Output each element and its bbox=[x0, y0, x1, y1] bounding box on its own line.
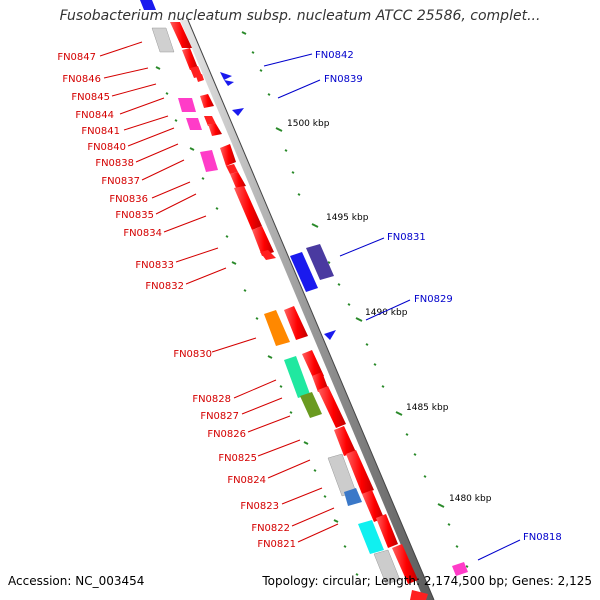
gene-block[interactable] bbox=[300, 392, 322, 418]
right-scale-track bbox=[241, 31, 469, 568]
scale-labels: 1500 kbp 1495 kbp 1490 kbp 1485 kbp 1480… bbox=[287, 119, 492, 504]
gene-label[interactable]: FN0831 bbox=[387, 232, 426, 243]
gene-block[interactable] bbox=[200, 150, 218, 172]
scale-label: 1490 kbp bbox=[365, 308, 408, 318]
gene-label[interactable]: FN0836 bbox=[109, 194, 148, 205]
gene-block[interactable] bbox=[358, 520, 384, 554]
gene-label[interactable]: FN0818 bbox=[523, 532, 562, 543]
map-title: Fusobacterium nucleatum subsp. nucleatum… bbox=[59, 8, 541, 24]
gene-block[interactable] bbox=[306, 244, 334, 280]
gene-block[interactable] bbox=[224, 80, 234, 86]
gene-label[interactable]: FN0825 bbox=[218, 453, 257, 464]
gene-label[interactable]: FN0828 bbox=[192, 394, 231, 405]
gene-block[interactable] bbox=[230, 172, 246, 188]
left-tick-track bbox=[155, 66, 359, 576]
gene-label[interactable]: FN0842 bbox=[315, 50, 354, 61]
right-label-connectors bbox=[263, 53, 521, 561]
gene-label[interactable]: FN0821 bbox=[257, 539, 296, 550]
gene-block[interactable] bbox=[284, 306, 308, 340]
gene-label[interactable]: FN0837 bbox=[101, 176, 140, 187]
gene-block[interactable] bbox=[252, 226, 274, 256]
gene-block[interactable] bbox=[302, 350, 324, 380]
gene-block[interactable] bbox=[290, 252, 318, 292]
scale-label: 1495 kbp bbox=[326, 213, 369, 223]
gene-label[interactable]: FN0824 bbox=[227, 475, 266, 486]
gene-block[interactable] bbox=[204, 116, 216, 126]
gene-label[interactable]: FN0829 bbox=[414, 294, 453, 305]
gene-label[interactable]: FN0844 bbox=[75, 110, 114, 121]
gene-block[interactable] bbox=[452, 562, 468, 576]
forward-strand-genes bbox=[140, 0, 468, 576]
gene-block[interactable] bbox=[410, 590, 428, 600]
accession-label: Accession: NC_003454 bbox=[8, 574, 145, 588]
gene-block[interactable] bbox=[226, 164, 238, 174]
gene-block[interactable] bbox=[346, 450, 374, 494]
gene-label[interactable]: FN0846 bbox=[62, 74, 101, 85]
gene-block[interactable] bbox=[362, 490, 384, 522]
scale-label: 1500 kbp bbox=[287, 119, 330, 129]
gene-block[interactable] bbox=[318, 386, 346, 428]
gene-block[interactable] bbox=[260, 250, 276, 260]
scale-label: 1480 kbp bbox=[449, 494, 492, 504]
gene-block[interactable] bbox=[151, 27, 175, 53]
gene-block[interactable] bbox=[232, 108, 244, 116]
gene-block[interactable] bbox=[186, 118, 202, 130]
gene-label[interactable]: FN0823 bbox=[240, 501, 279, 512]
gene-block[interactable] bbox=[312, 372, 328, 392]
reverse-strand-genes bbox=[151, 22, 428, 600]
gene-label[interactable]: FN0847 bbox=[57, 52, 96, 63]
gene-label[interactable]: FN0841 bbox=[81, 126, 120, 137]
gene-block[interactable] bbox=[373, 549, 401, 585]
gene-label[interactable]: FN0838 bbox=[95, 158, 134, 169]
left-label-connectors bbox=[99, 41, 339, 543]
gene-block[interactable] bbox=[376, 514, 398, 548]
gene-label[interactable]: FN0835 bbox=[115, 210, 154, 221]
gene-block[interactable] bbox=[140, 0, 156, 10]
gene-block[interactable] bbox=[234, 186, 262, 230]
gene-block[interactable] bbox=[220, 72, 232, 80]
gene-block[interactable] bbox=[344, 488, 362, 506]
gene-block[interactable] bbox=[392, 544, 418, 584]
gene-label[interactable]: FN0834 bbox=[123, 228, 162, 239]
gene-label[interactable]: FN0827 bbox=[200, 411, 239, 422]
gene-block[interactable] bbox=[170, 22, 192, 48]
gene-label[interactable]: FN0839 bbox=[324, 74, 363, 85]
gene-block[interactable] bbox=[178, 98, 196, 112]
gene-label[interactable]: FN0845 bbox=[71, 92, 110, 103]
topology-label: Topology: circular; Length: 2,174,500 bp… bbox=[262, 574, 592, 588]
gene-block[interactable] bbox=[264, 310, 290, 346]
gene-block[interactable] bbox=[334, 426, 356, 456]
genome-backbone bbox=[180, 20, 434, 600]
gene-block[interactable] bbox=[196, 74, 204, 82]
gene-block[interactable] bbox=[220, 144, 236, 166]
gene-label[interactable]: FN0832 bbox=[145, 281, 184, 292]
gene-block[interactable] bbox=[324, 330, 336, 340]
gene-label[interactable]: FN0822 bbox=[251, 523, 290, 534]
gene-block[interactable] bbox=[208, 124, 222, 136]
left-gene-labels: FN0847 FN0846 FN0845 FN0844 FN0841 FN084… bbox=[57, 52, 296, 550]
gene-label[interactable]: FN0830 bbox=[173, 349, 212, 360]
backbone-edge bbox=[187, 19, 435, 600]
gene-label[interactable]: FN0826 bbox=[207, 429, 246, 440]
gene-label[interactable]: FN0833 bbox=[135, 260, 174, 271]
gene-label[interactable]: FN0840 bbox=[87, 142, 126, 153]
gene-block[interactable] bbox=[182, 48, 198, 70]
right-gene-labels: FN0842 FN0839 FN0831 FN0829 FN0818 bbox=[315, 50, 562, 543]
scale-label: 1485 kbp bbox=[406, 403, 449, 413]
gene-block[interactable] bbox=[200, 94, 214, 108]
gene-block[interactable] bbox=[284, 356, 310, 398]
